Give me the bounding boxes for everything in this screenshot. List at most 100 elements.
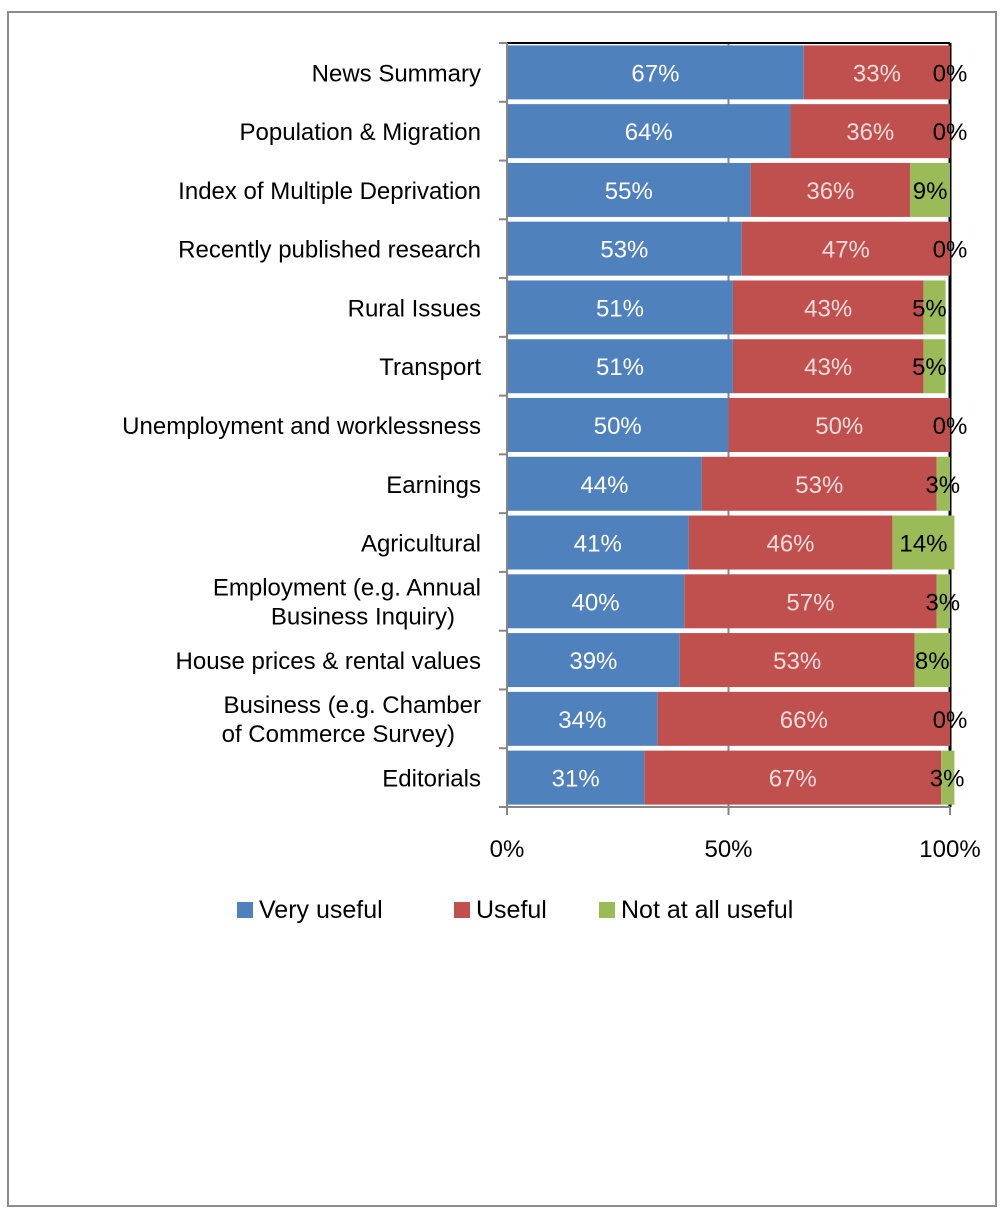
bar-segment	[750, 162, 911, 217]
data-label: 51%	[596, 295, 644, 322]
category-label: Editorials	[382, 766, 481, 793]
data-label: 0%	[933, 237, 968, 264]
bar-segment	[728, 398, 950, 452]
data-label: 47%	[822, 237, 870, 264]
data-label: 53%	[795, 472, 843, 499]
bar-segment	[507, 691, 658, 746]
data-label: 40%	[572, 589, 620, 616]
data-label: 8%	[915, 648, 950, 675]
category-label: Recently published research	[178, 237, 481, 264]
bar-segment	[507, 398, 729, 452]
category-label: Rural Issues	[348, 295, 481, 322]
data-label: 3%	[930, 766, 965, 793]
data-label: 53%	[600, 237, 648, 264]
legend-label: Not at all useful	[621, 896, 793, 924]
data-label: 43%	[804, 354, 852, 381]
category-label: Unemployment and worklessness	[122, 413, 481, 440]
bar-segment	[790, 104, 950, 159]
x-tick-label: 100%	[919, 836, 980, 863]
bar-segment	[507, 162, 751, 217]
bar-segment	[507, 750, 645, 805]
bar-segment	[657, 691, 950, 746]
legend-label: Very useful	[259, 896, 383, 924]
category-label-line: Business Inquiry)	[271, 603, 455, 630]
bar-segment	[803, 45, 950, 100]
data-label: 34%	[558, 707, 606, 734]
bar-segment	[507, 280, 733, 335]
data-label: 0%	[933, 707, 968, 734]
data-label: 5%	[912, 354, 947, 381]
data-label: 3%	[925, 589, 960, 616]
bar-segment	[507, 45, 804, 100]
data-label: 55%	[605, 178, 653, 205]
axes	[499, 42, 951, 815]
data-label: 41%	[574, 531, 622, 558]
legend-swatch	[237, 902, 253, 918]
bar-segment	[923, 280, 946, 335]
data-label: 67%	[769, 766, 817, 793]
data-label: 51%	[596, 354, 644, 381]
bar-segment	[507, 574, 685, 629]
chart-area: News Summary Population & Migration Index …	[7, 11, 997, 1207]
bar-segment	[507, 339, 733, 394]
bar-segment	[644, 750, 942, 805]
bar-segment	[701, 456, 937, 511]
bar-segment	[741, 221, 950, 276]
data-label: 57%	[786, 589, 834, 616]
category-label-line: Business (e.g. Chamber	[224, 692, 481, 719]
data-label: 66%	[780, 707, 828, 734]
data-label: 14%	[899, 531, 947, 558]
data-label: 0%	[933, 413, 968, 440]
category-label-line: of Commerce Survey)	[222, 721, 455, 748]
category-label: Transport	[379, 354, 481, 381]
category-label: Employment (e.g. Annual Business Inquiry)	[213, 574, 481, 630]
data-labels: 67% 33% 0% 64% 36% 0% 55% 36% 9% 53% 47% 0% 51% 43% 5%…	[552, 60, 968, 792]
bars	[507, 45, 955, 805]
data-label: 53%	[773, 648, 821, 675]
category-label: Index of Multiple Deprivation	[178, 178, 481, 205]
bar-segment	[914, 633, 950, 688]
legend: Very useful Useful Not at all useful	[237, 896, 793, 924]
data-label: 43%	[804, 295, 852, 322]
category-label: Earnings	[386, 472, 481, 499]
bar-segment	[688, 515, 893, 570]
x-tick-label: 0%	[490, 836, 525, 863]
data-label: 46%	[766, 531, 814, 558]
legend-label: Useful	[476, 896, 547, 924]
x-tick-labels: 0% 50% 100%	[490, 836, 981, 863]
bar-segment	[507, 221, 742, 276]
bar-segment	[679, 633, 915, 688]
data-label: 44%	[580, 472, 628, 499]
bar-segment	[507, 104, 791, 159]
bar-segment	[507, 633, 680, 688]
category-label: Agricultural	[361, 531, 481, 558]
data-label: 31%	[552, 766, 600, 793]
category-label: House prices & rental values	[176, 648, 481, 675]
x-tick-label: 50%	[704, 836, 752, 863]
data-label: 5%	[912, 295, 947, 322]
category-label: News Summary	[312, 60, 481, 87]
bar-segment	[941, 750, 955, 805]
bar-segment	[892, 515, 955, 570]
category-label: Population & Migration	[240, 119, 481, 146]
bar-segment	[910, 162, 950, 217]
data-label: 0%	[933, 60, 968, 87]
category-label-line: Employment (e.g. Annual	[213, 574, 481, 601]
data-label: 36%	[806, 178, 854, 205]
data-label: 33%	[853, 60, 901, 87]
bar-segment	[923, 339, 946, 394]
category-labels: News Summary Population & Migration Index …	[122, 60, 481, 792]
legend-swatch	[454, 902, 470, 918]
bar-segment	[732, 280, 924, 335]
data-label: 0%	[933, 119, 968, 146]
bar-segment	[936, 456, 950, 511]
bar-segment	[732, 339, 924, 394]
data-label: 39%	[569, 648, 617, 675]
legend-swatch	[599, 902, 615, 918]
category-label: Business (e.g. Chamber of Commerce Survey…	[222, 692, 481, 748]
data-label: 67%	[631, 60, 679, 87]
data-label: 9%	[913, 178, 948, 205]
data-label: 50%	[594, 413, 642, 440]
data-label: 50%	[815, 413, 863, 440]
bar-segment	[507, 456, 702, 511]
